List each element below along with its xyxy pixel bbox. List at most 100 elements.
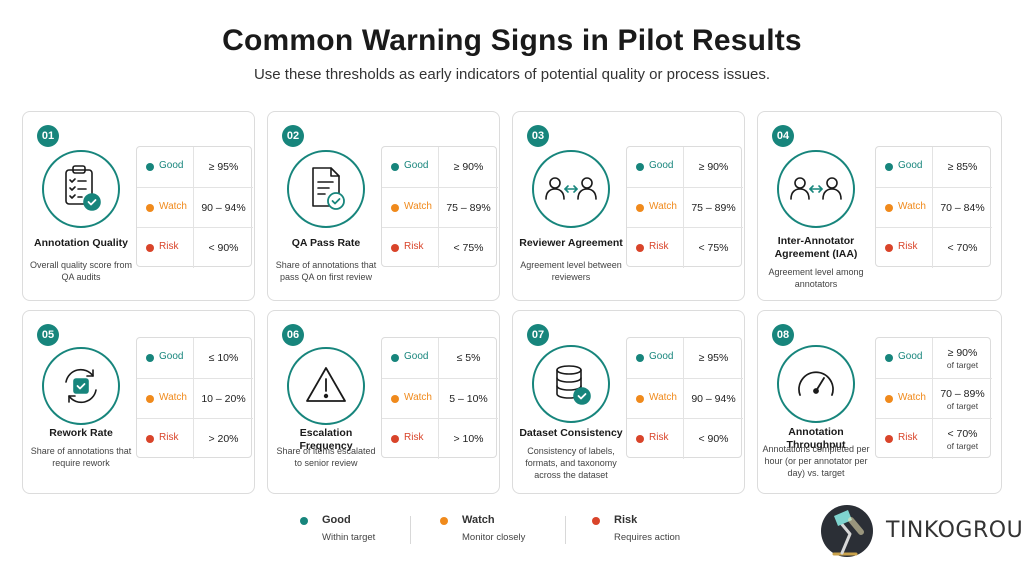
threshold-value-cell: ≥ 85% xyxy=(932,147,992,187)
level-label: Watch xyxy=(649,201,677,212)
level-label: Risk xyxy=(649,241,669,252)
database-check-icon xyxy=(532,345,610,423)
threshold-value-cell: 70 – 89% of target xyxy=(932,379,992,419)
legend-divider xyxy=(410,516,411,544)
threshold-value: < 90% xyxy=(208,242,239,254)
threshold-value-cell: < 75% xyxy=(438,228,498,268)
threshold-value-cell: ≥ 95% xyxy=(683,338,743,378)
risk-dot-icon xyxy=(636,244,644,252)
page-subtitle: Use these thresholds as early indicators… xyxy=(253,66,771,83)
metric-description: Share of items escalated to senior revie… xyxy=(276,446,376,468)
threshold-value: 90 – 94% xyxy=(691,393,736,405)
good-dot-icon xyxy=(300,517,308,525)
threshold-value: < 70% xyxy=(947,427,978,440)
level-label: Watch xyxy=(898,392,926,403)
watch-dot-icon xyxy=(391,395,399,403)
threshold-table: Good ≥ 90% Watch 75 – 89% Risk < 75% xyxy=(381,146,498,268)
watch-dot-icon xyxy=(885,204,893,212)
threshold-value-cell: ≥ 90% of target xyxy=(932,338,992,378)
threshold-value-cell: > 20% xyxy=(193,419,253,459)
threshold-row-good: Good ≥ 90% xyxy=(627,147,743,187)
metric-card-dataset-consistency: 07 Dataset Consistency Consistency of la… xyxy=(512,310,745,494)
threshold-row-watch: Watch 70 – 89% of target xyxy=(876,378,992,419)
rework-cycle-icon xyxy=(42,347,120,425)
threshold-value-cell: < 70% of target xyxy=(932,419,992,459)
level-label: Good xyxy=(898,351,923,362)
threshold-value-cell: 75 – 89% xyxy=(438,188,498,228)
threshold-value-cell: > 10% xyxy=(438,419,498,459)
threshold-value-cell: ≥ 95% xyxy=(193,147,253,187)
watch-dot-icon xyxy=(636,204,644,212)
good-dot-icon xyxy=(146,163,154,171)
level-label: Good xyxy=(159,351,184,362)
level-label: Good xyxy=(404,351,429,362)
good-dot-icon xyxy=(391,163,399,171)
page-title: Common Warning Signs in Pilot Results xyxy=(222,24,802,57)
threshold-value: ≥ 90% xyxy=(453,161,484,173)
legend: Good Within target Watch Monitor closely… xyxy=(290,510,720,550)
card-number-badge: 08 xyxy=(772,324,794,346)
metric-description: Agreement level among annotators xyxy=(768,267,864,289)
threshold-value: ≤ 5% xyxy=(456,352,481,364)
threshold-row-watch: Watch 10 – 20% xyxy=(137,378,253,419)
risk-dot-icon xyxy=(592,517,600,525)
threshold-value: < 75% xyxy=(453,242,484,254)
threshold-value: ≥ 90% xyxy=(698,161,729,173)
good-dot-icon xyxy=(636,354,644,362)
level-label: Risk xyxy=(404,241,424,252)
threshold-unit: of target xyxy=(946,440,979,451)
metric-card-escalation-frequency: 06 Escalation Frequency Share of items e… xyxy=(267,310,500,494)
threshold-table: Good ≥ 90% of target Watch 70 – 89% of tar… xyxy=(875,337,992,459)
watch-dot-icon xyxy=(636,395,644,403)
metric-description: Annotations completed per hour (or per a… xyxy=(762,444,870,478)
threshold-value: 75 – 89% xyxy=(446,202,491,214)
threshold-value-cell: ≤ 5% xyxy=(438,338,498,378)
threshold-value: 10 – 20% xyxy=(201,393,246,405)
good-dot-icon xyxy=(885,354,893,362)
card-number-badge: 03 xyxy=(527,125,549,147)
threshold-value: ≥ 85% xyxy=(947,161,978,173)
good-dot-icon xyxy=(146,354,154,362)
threshold-value: 75 – 89% xyxy=(691,202,736,214)
legend-title: Risk xyxy=(614,514,638,526)
metric-description: Agreement level between reviewers xyxy=(520,260,622,282)
threshold-row-risk: Risk < 75% xyxy=(382,227,498,268)
risk-dot-icon xyxy=(146,435,154,443)
threshold-row-watch: Watch 75 – 89% xyxy=(627,187,743,228)
threshold-table: Good ≥ 95% Watch 90 – 94% Risk < 90% xyxy=(626,337,743,459)
metric-description: Consistency of labels, formats, and taxo… xyxy=(525,446,617,480)
threshold-value-cell: 5 – 10% xyxy=(438,379,498,419)
level-label: Good xyxy=(159,160,184,171)
threshold-row-watch: Watch 90 – 94% xyxy=(137,187,253,228)
card-number-badge: 04 xyxy=(772,125,794,147)
watch-dot-icon xyxy=(885,395,893,403)
watch-dot-icon xyxy=(391,204,399,212)
threshold-table: Good ≥ 90% Watch 75 – 89% Risk < 75% xyxy=(626,146,743,268)
legend-item-watch: Watch Monitor closely xyxy=(440,510,590,550)
threshold-row-good: Good ≤ 10% xyxy=(137,338,253,378)
good-dot-icon xyxy=(636,163,644,171)
threshold-value-cell: < 90% xyxy=(193,228,253,268)
legend-title: Good xyxy=(322,514,351,526)
threshold-row-watch: Watch 75 – 89% xyxy=(382,187,498,228)
card-number-badge: 02 xyxy=(282,125,304,147)
metric-card-annotation-throughput: 08 Annotation Throughput Annotations com… xyxy=(757,310,1002,494)
threshold-table: Good ≥ 95% Watch 90 – 94% Risk < 90% xyxy=(136,146,253,268)
level-label: Risk xyxy=(898,241,918,252)
threshold-value-cell: < 75% xyxy=(683,228,743,268)
threshold-row-risk: Risk < 90% xyxy=(627,418,743,459)
threshold-table: Good ≤ 10% Watch 10 – 20% Risk > 20% xyxy=(136,337,253,459)
risk-dot-icon xyxy=(146,244,154,252)
metric-label: Dataset Consistency xyxy=(519,427,623,439)
threshold-value: 70 – 84% xyxy=(940,202,985,214)
threshold-value-cell: 70 – 84% xyxy=(932,188,992,228)
warning-triangle-icon xyxy=(287,347,365,425)
level-label: Watch xyxy=(404,392,432,403)
level-label: Watch xyxy=(159,201,187,212)
legend-description: Requires action xyxy=(614,532,681,543)
risk-dot-icon xyxy=(391,435,399,443)
speedometer-icon xyxy=(777,345,855,423)
good-dot-icon xyxy=(391,354,399,362)
threshold-row-watch: Watch 70 – 84% xyxy=(876,187,992,228)
threshold-row-risk: Risk < 75% xyxy=(627,227,743,268)
